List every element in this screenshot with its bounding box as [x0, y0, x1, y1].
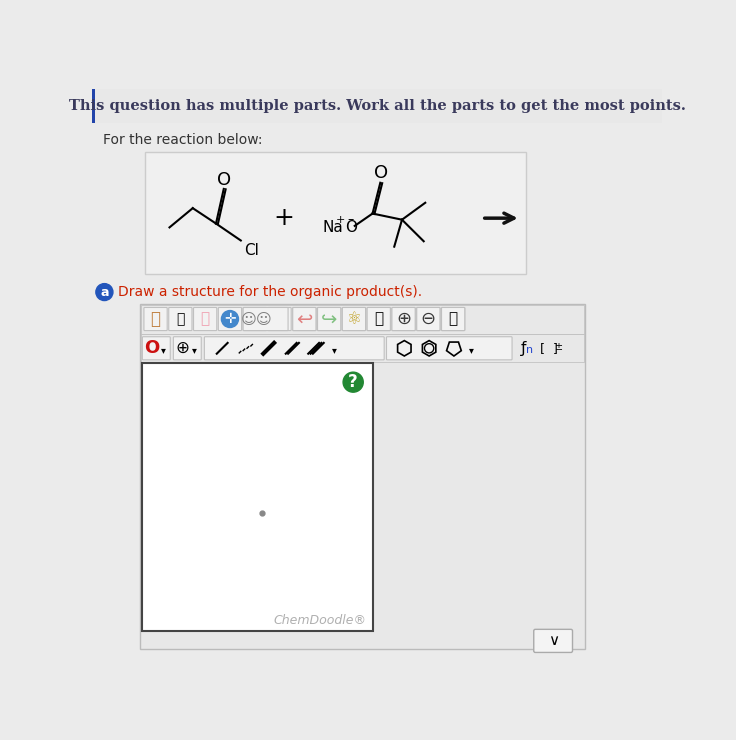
FancyBboxPatch shape: [194, 308, 217, 331]
FancyBboxPatch shape: [141, 305, 584, 334]
Text: Cl: Cl: [244, 243, 259, 258]
Text: +: +: [336, 215, 344, 225]
FancyBboxPatch shape: [317, 308, 341, 331]
Text: a: a: [100, 286, 109, 298]
Text: O: O: [345, 220, 358, 235]
FancyBboxPatch shape: [317, 308, 341, 331]
Text: O: O: [374, 164, 388, 183]
Text: ☺☺: ☺☺: [241, 312, 272, 326]
FancyBboxPatch shape: [293, 308, 316, 331]
Text: For the reaction below:: For the reaction below:: [103, 133, 262, 147]
Text: n: n: [526, 345, 534, 354]
Text: ±: ±: [553, 342, 562, 351]
Text: ƒ: ƒ: [521, 341, 526, 356]
Text: ↪: ↪: [321, 309, 337, 329]
FancyBboxPatch shape: [367, 308, 390, 331]
Circle shape: [96, 283, 113, 300]
Circle shape: [222, 311, 238, 328]
FancyBboxPatch shape: [534, 629, 573, 653]
FancyBboxPatch shape: [92, 89, 662, 123]
Text: ⊕: ⊕: [176, 339, 190, 357]
FancyBboxPatch shape: [141, 334, 584, 362]
FancyBboxPatch shape: [169, 308, 192, 331]
Text: [  ]: [ ]: [539, 342, 557, 354]
Text: O: O: [216, 171, 231, 189]
FancyBboxPatch shape: [205, 337, 384, 360]
Text: 📋: 📋: [374, 312, 383, 326]
FancyBboxPatch shape: [144, 308, 167, 331]
Text: This question has multiple parts. Work all the parts to get the most points.: This question has multiple parts. Work a…: [68, 98, 686, 112]
Text: ▾: ▾: [469, 345, 473, 354]
Text: ChemDoodle®: ChemDoodle®: [273, 613, 367, 627]
FancyBboxPatch shape: [243, 308, 288, 331]
Text: ▾: ▾: [161, 345, 166, 354]
Text: ⊖: ⊖: [421, 310, 436, 328]
Text: ▾: ▾: [192, 345, 197, 354]
Text: ↩: ↩: [296, 309, 313, 329]
FancyBboxPatch shape: [174, 337, 201, 360]
FancyBboxPatch shape: [417, 308, 440, 331]
Text: ⬜: ⬜: [201, 312, 210, 326]
FancyBboxPatch shape: [145, 152, 526, 274]
Text: –: –: [347, 213, 353, 226]
FancyBboxPatch shape: [392, 308, 415, 331]
FancyBboxPatch shape: [92, 89, 95, 123]
Circle shape: [343, 372, 364, 392]
FancyBboxPatch shape: [442, 308, 464, 331]
Text: Na: Na: [323, 220, 344, 235]
FancyBboxPatch shape: [386, 337, 512, 360]
FancyBboxPatch shape: [342, 308, 366, 331]
FancyBboxPatch shape: [142, 337, 170, 360]
Text: ✛: ✛: [224, 312, 236, 326]
FancyBboxPatch shape: [417, 308, 440, 331]
FancyBboxPatch shape: [219, 308, 241, 331]
Text: 🧪: 🧪: [176, 312, 185, 326]
Text: ✋: ✋: [151, 310, 160, 328]
FancyBboxPatch shape: [141, 363, 372, 631]
FancyBboxPatch shape: [293, 308, 316, 331]
FancyBboxPatch shape: [140, 304, 585, 650]
FancyBboxPatch shape: [243, 308, 266, 331]
Text: +: +: [274, 206, 294, 230]
FancyBboxPatch shape: [367, 308, 390, 331]
Text: ▾: ▾: [332, 345, 337, 354]
Text: O: O: [144, 339, 159, 357]
FancyBboxPatch shape: [268, 308, 291, 331]
FancyBboxPatch shape: [392, 308, 415, 331]
FancyBboxPatch shape: [342, 308, 366, 331]
Text: ?: ?: [348, 373, 358, 391]
Text: 🔧: 🔧: [448, 312, 458, 326]
Text: ⚛: ⚛: [347, 310, 361, 328]
Text: ⊕: ⊕: [396, 310, 411, 328]
Text: Draw a structure for the organic product(s).: Draw a structure for the organic product…: [118, 285, 422, 299]
Text: ∨: ∨: [548, 633, 559, 648]
FancyBboxPatch shape: [442, 308, 464, 331]
